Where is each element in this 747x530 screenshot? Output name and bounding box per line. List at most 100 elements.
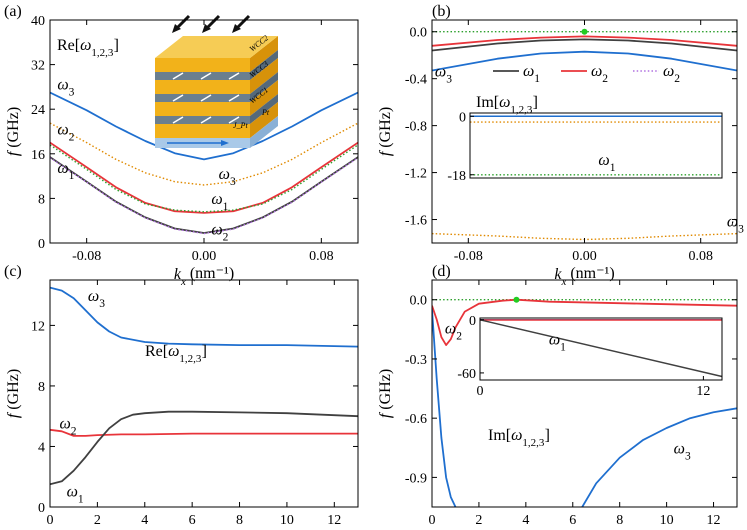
- series-a-5: [50, 157, 358, 235]
- series-a-4: [50, 156, 358, 234]
- inset-curve-label-b-0: ω1: [598, 152, 615, 174]
- xtick-label-d-1: 2: [475, 513, 482, 528]
- ytick-label-d-1: -0.3: [405, 353, 427, 368]
- stack-small-arrow-0-0: [172, 72, 184, 80]
- curve-label-b-1: ω3: [727, 214, 744, 236]
- inset-frame-bg-d: [479, 317, 723, 381]
- legend-label-1: ω2: [591, 63, 608, 85]
- ylabel-a-text: f (GHz): [5, 107, 22, 156]
- ylabel-a: f (GHz): [5, 107, 22, 156]
- ytick-label-a-3: 24: [31, 103, 45, 118]
- xtick-label-c-4: 8: [236, 513, 243, 528]
- xtick-label-d-2: 4: [522, 513, 529, 528]
- inset-ytick-label-b-0: 0: [459, 110, 466, 125]
- stack-small-arrow-2-0: [172, 116, 184, 124]
- ytick-label-a-0: 0: [38, 237, 45, 252]
- xtick-label-b-0: -0.08: [454, 249, 483, 264]
- stack-front-5: [155, 116, 250, 124]
- xtick-label-c-5: 10: [280, 513, 294, 528]
- panel-label-d: (d): [432, 263, 451, 280]
- ytick-label-b-1: -0.4: [405, 73, 427, 88]
- curve-label-d-1: ω3: [674, 441, 691, 463]
- inset-frame-d: [479, 317, 723, 381]
- stack-front-4: [155, 102, 250, 116]
- series-d-2: [432, 309, 457, 507]
- stack-arrowhead-1: [202, 24, 211, 33]
- inset-ytick-label-d-1: -60: [457, 367, 476, 382]
- stack-arrowhead-2: [232, 24, 241, 33]
- curve-label-b-0: ω3: [435, 63, 452, 85]
- ytick-label-c-2: 8: [38, 380, 45, 395]
- stack-side-1: [250, 50, 278, 80]
- inset-series-d-2: [479, 319, 723, 378]
- stack-label-4: J_Pt: [233, 121, 248, 130]
- annotation-a: Re[ω1,2,3 ]: [57, 37, 119, 59]
- ytick-label-d-0: 0.0: [410, 294, 428, 309]
- xtick-label-a-0: -0.08: [72, 249, 101, 264]
- xtick-label-d-0: 0: [429, 513, 436, 528]
- series-c-1: [50, 428, 358, 437]
- stack-front-0: [155, 58, 250, 72]
- stack-small-arrow-0-1: [200, 72, 212, 80]
- stack-side-0: [250, 36, 278, 72]
- series-a-1: [50, 122, 358, 186]
- inset-xtick-label-d-0: 0: [477, 384, 484, 399]
- ylabel-c-text: f (GHz): [5, 369, 22, 418]
- ylabel-b-text: f (GHz): [377, 107, 394, 156]
- plot-area-a: [50, 91, 358, 235]
- panel-c: 02468101204812ωc/κf (GHz)(c)Re[ω1,2,3 ]ω…: [4, 263, 359, 530]
- ylabel-c: f (GHz): [5, 369, 22, 418]
- ytick-label-a-4: 32: [31, 59, 45, 74]
- stack-small-arrow-2-1: [200, 116, 212, 124]
- curve-label-d-0: ω2: [445, 320, 462, 342]
- stack-front-3: [155, 94, 250, 102]
- xtick-label-a-2: 0.08: [309, 249, 334, 264]
- stack-side-5: [250, 94, 278, 124]
- ytick-label-a-2: 16: [31, 148, 45, 163]
- inset-ytick-label-b-1: -18: [447, 169, 466, 184]
- series-a-3: [50, 144, 358, 213]
- xtick-label-c-6: 12: [327, 513, 341, 528]
- xtick-label-b-1: 0.00: [572, 249, 597, 264]
- inset-annotation-b: Im[ω1,2,3 ]: [476, 94, 538, 116]
- curve-label-a-3: ω3: [219, 166, 236, 188]
- stack-front-6: [155, 124, 250, 138]
- inset-xtick-label-d-1: 12: [696, 384, 710, 399]
- xtick-label-d-6: 12: [707, 513, 721, 528]
- xtick-label-d-3: 6: [569, 513, 576, 528]
- curve-label-c-0: ω3: [88, 288, 105, 310]
- xtick-label-d-5: 10: [660, 513, 674, 528]
- curve-label-c-2: ω1: [67, 483, 84, 505]
- ytick-label-d-3: -0.9: [405, 471, 427, 486]
- stack-top: [155, 36, 278, 58]
- xtick-label-c-0: 0: [47, 513, 54, 528]
- legend-label-2: ω2: [663, 63, 680, 85]
- frame-c: [49, 279, 359, 508]
- inset-frame-b: [469, 112, 723, 179]
- inset-curve-label-d-0: ω1: [549, 332, 566, 354]
- ytick-label-b-3: -1.2: [405, 167, 427, 182]
- series-b-1: [432, 35, 737, 47]
- inset-ytick-label-d-0: 0: [469, 314, 476, 329]
- ytick-label-b-4: -1.6: [405, 214, 427, 229]
- plot-area-d: [432, 296, 737, 507]
- stack-small-arrow-1-0: [172, 94, 184, 102]
- legend-label-0: ω1: [523, 63, 540, 85]
- series-c-2: [50, 410, 358, 486]
- stack-front-1: [155, 72, 250, 80]
- ytick-label-a-1: 8: [38, 192, 45, 207]
- ytick-label-a-5: 40: [31, 14, 45, 29]
- stack-label-3: Pt: [261, 108, 270, 117]
- panel-label-b: (b): [432, 3, 451, 20]
- inset-b: 0 -18 Im[ω1,2,3 ] ω1: [447, 94, 723, 184]
- curve-label-a-5: ω2: [211, 222, 228, 244]
- curve-label-a-2: ω1: [57, 160, 74, 182]
- series-d-3: [581, 407, 737, 507]
- stack-side-4: [250, 80, 278, 116]
- ytick-label-c-3: 12: [31, 319, 45, 334]
- xtick-label-c-3: 6: [189, 513, 196, 528]
- xtick-label-c-2: 4: [141, 513, 148, 528]
- curve-label-a-0: ω3: [57, 77, 74, 99]
- xtick-label-c-1: 2: [94, 513, 101, 528]
